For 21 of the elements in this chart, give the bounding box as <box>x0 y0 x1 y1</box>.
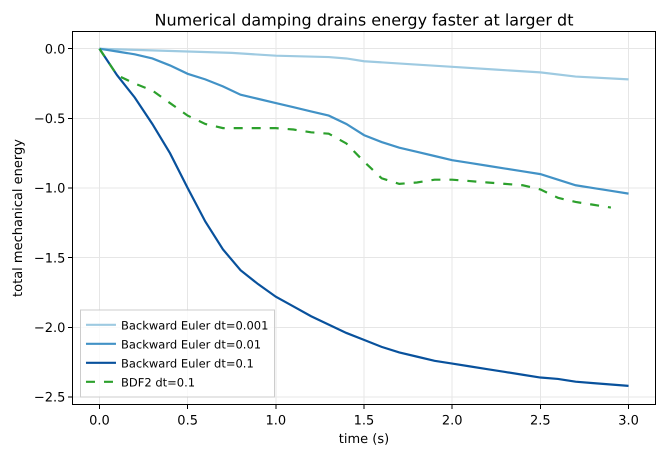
x-tick-label: 2.5 <box>530 414 551 429</box>
y-tick-label: −2.0 <box>34 320 66 336</box>
line-series <box>98 48 630 80</box>
y-axis-title: total mechanical energy <box>10 138 26 297</box>
y-tick-label: −1.0 <box>34 182 66 197</box>
x-tick-label: 2.0 <box>442 414 463 429</box>
y-tick-label: −0.5 <box>34 112 66 127</box>
x-tick-label: 1.5 <box>354 414 374 429</box>
x-tick-label: 3.0 <box>618 414 639 429</box>
y-tick-label: −1.5 <box>34 251 66 266</box>
x-tick-label: 0.5 <box>177 414 198 429</box>
chart-title: Numerical damping drains energy faster at larger dt <box>154 10 574 30</box>
x-tick-label: 0.0 <box>89 414 110 429</box>
legend-label: Backward Euler dt=0.01 <box>120 337 262 352</box>
y-tick-label: 0.0 <box>44 42 66 58</box>
legend-label: BDF2 dt=0.1 <box>120 375 196 390</box>
legend-label: Backward Euler dt=0.1 <box>120 356 254 370</box>
legend-label: Backward Euler dt=0.001 <box>120 318 268 332</box>
x-tick-label: 1.0 <box>265 414 286 429</box>
x-axis-title: time (s) <box>338 432 390 448</box>
y-tick-label: −2.5 <box>34 390 66 406</box>
